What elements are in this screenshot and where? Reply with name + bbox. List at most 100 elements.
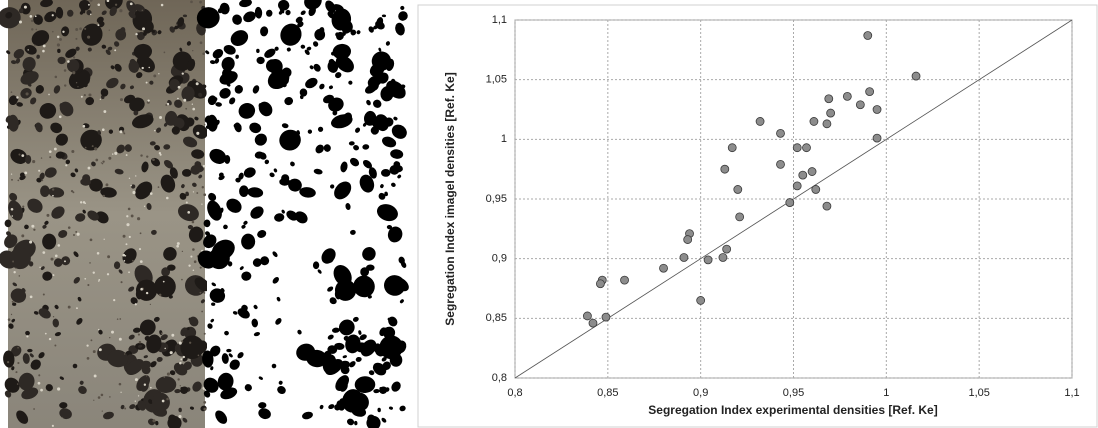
blob	[254, 133, 267, 146]
blob	[258, 376, 263, 380]
blob	[237, 308, 250, 319]
blob	[317, 269, 322, 274]
blob	[304, 49, 310, 55]
stone	[142, 21, 154, 34]
chart-frame	[417, 4, 1098, 428]
grain	[126, 215, 129, 218]
stone	[133, 110, 139, 116]
stone	[31, 30, 50, 46]
blob	[319, 404, 324, 410]
stone	[179, 192, 187, 200]
stone	[198, 92, 203, 98]
grain	[48, 150, 52, 154]
grain	[33, 228, 36, 231]
grain	[160, 332, 163, 335]
blob	[281, 209, 285, 214]
blob	[207, 200, 222, 221]
grain	[193, 260, 197, 264]
grain	[181, 250, 184, 253]
grain	[166, 397, 169, 401]
grain	[40, 157, 43, 159]
blob	[227, 261, 233, 267]
grain	[112, 153, 114, 155]
grain	[30, 19, 34, 23]
grain	[10, 207, 14, 211]
blob	[304, 0, 322, 10]
grain	[160, 3, 164, 7]
blob	[265, 59, 279, 73]
stone	[58, 230, 68, 238]
grain	[52, 31, 54, 33]
blob	[300, 44, 306, 49]
stone	[77, 296, 82, 302]
blob	[350, 157, 360, 167]
stone	[4, 219, 12, 228]
blob	[376, 17, 384, 27]
grain	[119, 318, 122, 320]
blob	[234, 122, 242, 133]
blob	[243, 11, 256, 23]
stone	[87, 47, 92, 52]
grain	[48, 93, 50, 96]
blob	[247, 187, 264, 198]
grain	[203, 193, 207, 197]
grain	[72, 56, 76, 59]
blob	[243, 109, 253, 118]
grain	[89, 262, 91, 264]
blob	[372, 24, 379, 30]
grain	[7, 360, 10, 364]
grain	[61, 416, 64, 419]
grain	[46, 213, 50, 217]
blob	[250, 206, 264, 219]
blob	[389, 165, 400, 175]
stone	[73, 251, 79, 258]
grain	[75, 37, 78, 40]
stone	[55, 6, 64, 19]
grain	[72, 71, 76, 75]
stone	[179, 47, 183, 52]
blob	[244, 384, 252, 392]
blob	[354, 376, 376, 393]
stone	[135, 290, 142, 300]
grain	[59, 37, 62, 41]
blob	[364, 160, 370, 167]
grain	[161, 399, 165, 403]
grain	[132, 190, 136, 195]
grain	[97, 24, 100, 27]
stone	[101, 44, 107, 49]
blob	[209, 60, 216, 65]
grain	[169, 351, 173, 355]
stone	[44, 109, 54, 118]
grain	[192, 191, 195, 193]
blob	[380, 168, 391, 177]
stone	[113, 261, 121, 270]
stone	[151, 229, 157, 235]
blob	[249, 122, 262, 134]
stone	[29, 353, 34, 358]
grain	[166, 102, 170, 106]
grain	[40, 388, 43, 392]
scatter-point	[703, 255, 713, 265]
blob	[355, 127, 361, 133]
blob	[221, 353, 229, 364]
grain	[103, 110, 107, 113]
blob	[226, 348, 232, 353]
blob	[352, 316, 359, 322]
grain	[130, 214, 134, 218]
stone	[150, 361, 157, 368]
blob	[328, 404, 335, 410]
y-tick-label: 0,8	[492, 372, 507, 384]
grain	[103, 238, 105, 240]
grain	[97, 328, 100, 331]
blob	[205, 231, 211, 236]
grain	[139, 232, 142, 235]
stone	[59, 376, 64, 380]
grain	[149, 386, 152, 389]
grain	[116, 318, 119, 320]
stone	[189, 406, 195, 410]
stone	[149, 141, 156, 146]
y-tick-label: 0,95	[486, 193, 507, 205]
stone	[173, 362, 188, 376]
stone	[24, 224, 29, 230]
